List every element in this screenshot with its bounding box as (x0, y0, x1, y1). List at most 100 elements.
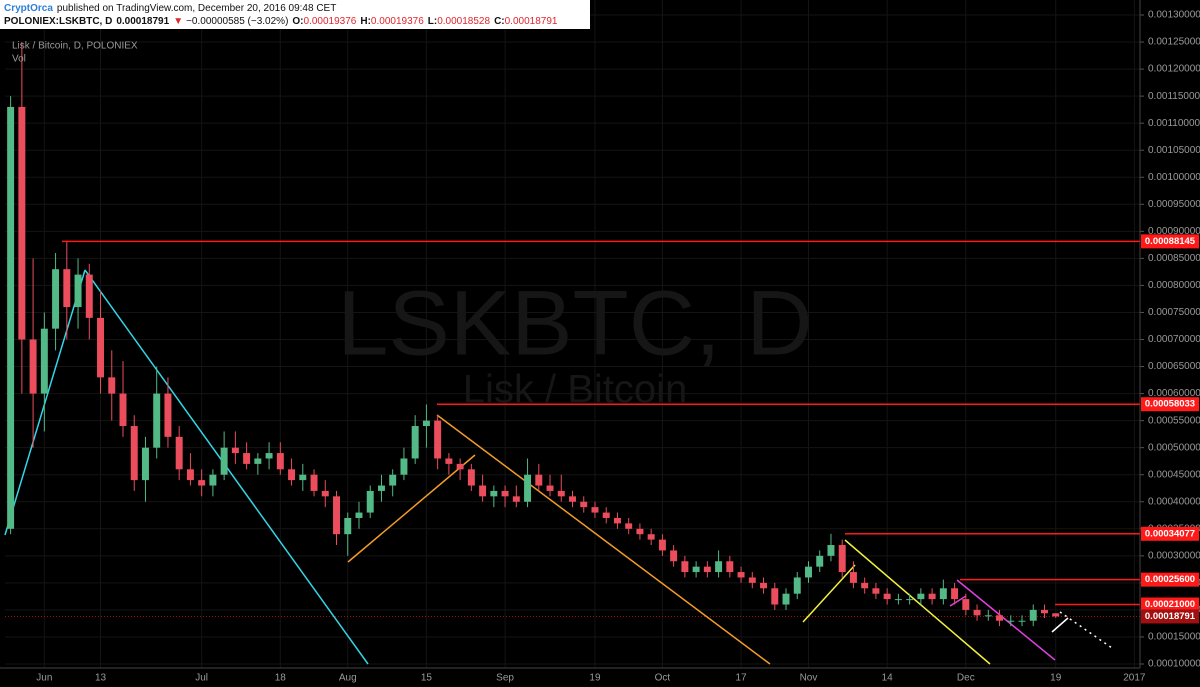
level-label-box (1141, 397, 1199, 412)
candle-body (883, 593, 891, 600)
level-label: 0.00088145 (1145, 236, 1196, 247)
candle-body (771, 588, 779, 605)
candle-body (782, 593, 790, 605)
candle-body (816, 555, 824, 567)
candle-body (928, 593, 936, 600)
y-tick-label: 0.00085000 (1148, 253, 1200, 264)
candle-body (703, 566, 711, 573)
candle-body (85, 274, 93, 318)
trendline (347, 454, 476, 563)
candle-body (7, 106, 15, 529)
level-label: 0.00025600 (1145, 574, 1195, 585)
candle-body (186, 469, 194, 481)
x-tick-label: Jul (195, 673, 208, 684)
candle-body (591, 507, 599, 513)
last-price: 0.00018791 (116, 16, 169, 27)
ohlc-value: 0.00018791 (505, 16, 558, 27)
y-tick-label: 0.00125000 (1148, 37, 1200, 48)
candle-body (411, 426, 419, 459)
x-tick-label: 2017 (1123, 673, 1146, 684)
candle-body (175, 436, 183, 470)
candle-body (74, 274, 82, 308)
y-tick-label: 0.00015000 (1148, 632, 1200, 643)
candle-body (512, 496, 520, 502)
candle-body (951, 588, 959, 600)
candle-body (557, 490, 565, 497)
y-tick-label: 0.00075000 (1148, 307, 1200, 318)
candle-body (434, 420, 442, 459)
candle-body (917, 593, 925, 600)
y-tick-label: 0.00100000 (1148, 172, 1200, 183)
trendline (956, 579, 1056, 661)
change-arrow: ▼ (173, 16, 183, 27)
candle-body (355, 512, 363, 518)
candle-body (377, 485, 385, 491)
level-label-box (1141, 526, 1199, 541)
candle-body (1007, 620, 1015, 622)
candle-body (108, 377, 116, 394)
candle-body (265, 453, 273, 459)
candle-body (130, 426, 138, 481)
candle-body (602, 512, 610, 518)
candle-body (52, 269, 60, 329)
candle-body (299, 474, 307, 481)
candle-body (400, 458, 408, 475)
candle-body (973, 609, 981, 616)
x-tick-label: Nov (800, 673, 818, 684)
x-tick-label: Aug (339, 673, 357, 684)
y-tick-label: 0.00055000 (1148, 415, 1200, 426)
y-tick-label: 0.00080000 (1148, 280, 1200, 291)
author[interactable]: CryptOrca (4, 3, 53, 14)
candle-body (760, 582, 768, 589)
trendline (844, 539, 991, 665)
candle-body (1018, 620, 1026, 622)
level-label-box (1141, 597, 1199, 612)
candle-body (726, 561, 734, 573)
candle-body (153, 393, 161, 448)
x-tick-label: Sep (496, 673, 514, 684)
candle-body (849, 572, 857, 583)
candle-body (490, 490, 498, 497)
x-tick-label: Jun (36, 673, 52, 684)
ohlc-value: 0.00018528 (437, 16, 490, 27)
candle-body (366, 490, 374, 513)
candle-body (737, 572, 745, 578)
candle-body (288, 469, 296, 481)
x-tick-label: 15 (421, 673, 433, 684)
y-tick-label: 0.00065000 (1148, 361, 1200, 372)
header-line-2: POLONIEX:LSKBTC, D 0.00018791 ▼ −0.00000585… (4, 16, 558, 27)
header-line-1: CryptOrca published on TradingView.com, D… (4, 3, 336, 14)
y-tick-label: 0.00050000 (1148, 442, 1200, 453)
level-label: 0.00018791 (1145, 611, 1196, 622)
level-label: 0.00021000 (1145, 599, 1195, 610)
candle-body (389, 474, 397, 486)
change: −0.00000585 (−3.02%) (186, 16, 288, 27)
candle-body (29, 339, 37, 394)
candle-body (524, 474, 532, 502)
x-tick-label: Dec (957, 673, 975, 684)
y-tick-label: 0.00060000 (1148, 388, 1200, 399)
candle-body (692, 566, 700, 573)
candle-body (333, 496, 340, 535)
published: published on TradingView.com, December 2… (57, 3, 336, 14)
levels-layer (5, 240, 1140, 617)
candle-body (546, 485, 554, 491)
candle-body (625, 523, 633, 529)
trendline (1051, 617, 1069, 633)
x-tick-label: Oct (655, 673, 671, 684)
y-tick-label: 0.00030000 (1148, 550, 1200, 561)
watermark: LSKBTC, D (337, 272, 812, 374)
candle-body (613, 517, 621, 524)
candle-body (422, 420, 430, 427)
level-label: 0.00058033 (1145, 399, 1195, 410)
candle-body (658, 539, 666, 551)
candle-body (243, 453, 251, 464)
y-tick-label: 0.00110000 (1148, 118, 1200, 129)
projection-line (1059, 611, 1113, 649)
x-tick-label: 19 (589, 673, 601, 684)
candle-body (984, 615, 992, 617)
candle-body (670, 550, 678, 562)
chart-title: Lisk / Bitcoin, D, POLONIEX (12, 41, 138, 52)
candle-body (220, 447, 228, 475)
